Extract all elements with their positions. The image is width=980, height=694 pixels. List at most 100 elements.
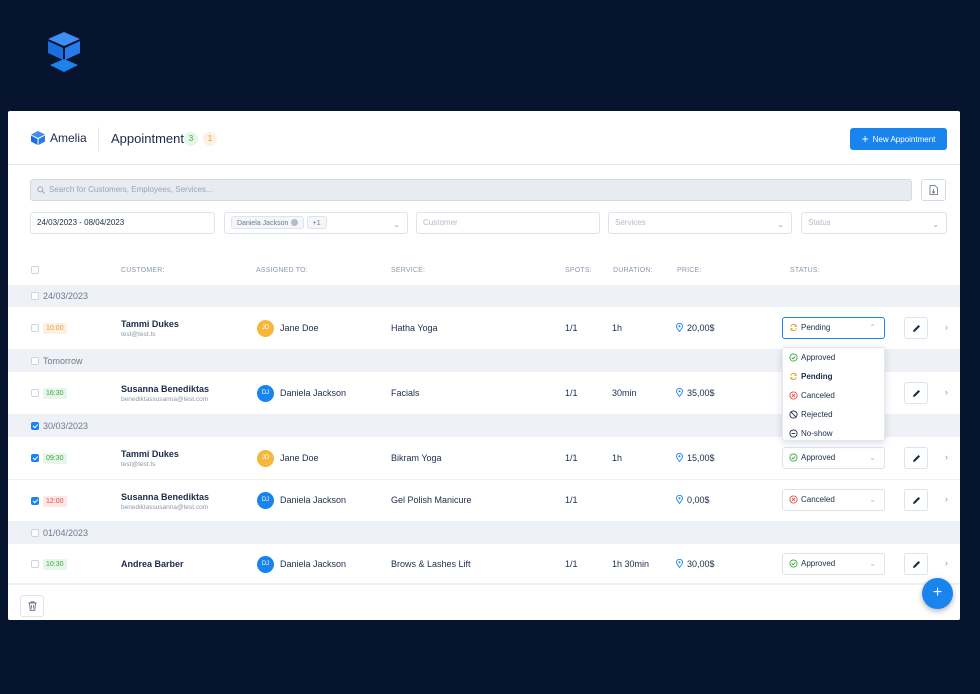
employee-chip[interactable]: Daniela Jackson	[231, 216, 305, 229]
services-filter[interactable]: Services ⌄	[608, 212, 792, 234]
group-label: 30/03/2023	[43, 421, 89, 431]
group-label: 01/04/2023	[43, 528, 89, 538]
spots-value: 1/1	[565, 453, 578, 463]
service-name: Brows & Lashes Lift	[391, 559, 471, 569]
status-filter[interactable]: Status ⌄	[801, 212, 947, 234]
chevron-right-icon[interactable]: ›	[945, 494, 948, 504]
services-placeholder: Services	[615, 218, 646, 227]
column-price: PRICE:	[677, 267, 702, 274]
x-circle-icon	[789, 391, 798, 400]
chevron-right-icon[interactable]: ›	[945, 452, 948, 462]
row-checkbox[interactable]	[31, 560, 39, 568]
edit-button[interactable]	[904, 553, 928, 575]
column-status: STATUS:	[790, 267, 820, 274]
status-label: Canceled	[801, 495, 835, 504]
status-option-approved[interactable]: Approved	[789, 353, 835, 362]
date-group-header: Tomorrow	[8, 350, 960, 372]
new-appointment-button[interactable]: + New Appointment	[850, 128, 947, 150]
price-text: 0,00$	[687, 495, 710, 505]
edit-button[interactable]	[904, 489, 928, 511]
column-assigned: ASSIGNED TO:	[256, 267, 308, 274]
spots-value: 1/1	[565, 323, 578, 333]
chevron-right-icon[interactable]: ›	[945, 558, 948, 568]
chevron-right-icon[interactable]: ›	[945, 387, 948, 397]
group-label: 24/03/2023	[43, 291, 89, 301]
time-badge: 16:30	[43, 388, 67, 399]
edit-button[interactable]	[904, 317, 928, 339]
duration-value: 1h 30min	[612, 559, 650, 569]
pending-icon	[789, 373, 798, 380]
table-row[interactable]: 12:00 Susanna Benediktas benediktassusan…	[8, 480, 960, 522]
spots-value: 1/1	[565, 388, 578, 398]
row-checkbox[interactable]	[31, 497, 39, 505]
status-select[interactable]: Approved ⌄	[782, 447, 885, 469]
page-title: Appointments	[111, 131, 191, 146]
search-icon	[37, 186, 45, 194]
delete-button[interactable]	[20, 595, 44, 617]
row-checkbox[interactable]	[31, 324, 39, 332]
status-placeholder: Status	[808, 218, 831, 227]
status-option-no-show[interactable]: No-show	[789, 429, 833, 438]
status-option-pending[interactable]: Pending	[789, 372, 833, 381]
status-select[interactable]: Canceled ⌄	[782, 489, 885, 511]
price-text: 15,00$	[687, 453, 715, 463]
pencil-icon	[912, 324, 920, 332]
date-group-header: 30/03/2023	[8, 415, 960, 437]
export-icon	[929, 185, 938, 195]
select-all-checkbox[interactable]	[31, 266, 39, 274]
avatar: JD	[257, 450, 274, 467]
group-label: Tomorrow	[43, 356, 83, 366]
date-group-header: 01/04/2023	[8, 522, 960, 544]
column-spots: SPOTS:	[565, 267, 592, 274]
new-appointment-label: New Appointment	[872, 134, 936, 144]
pencil-icon	[912, 389, 920, 397]
price-value: 30,00$	[676, 559, 715, 569]
export-button[interactable]	[921, 179, 946, 201]
employee-chip-label: Daniela Jackson	[237, 220, 289, 227]
status-option-canceled[interactable]: Canceled	[789, 391, 835, 400]
appointments-panel: Amelia Appointments 3 1 + New Appointmen…	[8, 111, 960, 620]
row-checkbox[interactable]	[31, 389, 39, 397]
table-row[interactable]: 09:30 Tammi Dukes test@test.ts JD Jane D…	[8, 437, 960, 480]
status-option-rejected[interactable]: Rejected	[789, 410, 833, 419]
customer-filter[interactable]: Customer	[416, 212, 600, 234]
check-circle-icon	[789, 453, 798, 462]
customer-placeholder: Customer	[423, 218, 458, 227]
check-circle-icon	[789, 353, 798, 362]
table-row[interactable]: 10:00 Tammi Dukes test@test.ts JD Jane D…	[8, 307, 960, 350]
row-checkbox[interactable]	[31, 454, 39, 462]
date-group-header: 24/03/2023	[8, 285, 960, 307]
customer-name: Andrea Barber	[121, 559, 184, 569]
approved-count-badge: 3	[184, 132, 198, 146]
employee-name: Jane Doe	[280, 453, 319, 463]
search-input[interactable]: Search for Customers, Employees, Service…	[30, 179, 912, 201]
spots-value: 1/1	[565, 559, 578, 569]
column-duration: DURATION:	[613, 267, 653, 274]
date-range-filter[interactable]: 24/03/2023 - 08/04/2023	[30, 212, 215, 234]
pencil-icon	[912, 560, 920, 568]
employee-name: Jane Doe	[280, 323, 319, 333]
remove-chip-icon[interactable]	[291, 219, 299, 226]
table-row[interactable]: 10:30 Andrea Barber DJ Daniela Jackson B…	[8, 544, 960, 584]
status-select[interactable]: Pending ⌃	[782, 317, 885, 339]
duration-value: 1h	[612, 323, 623, 333]
status-select[interactable]: Approved ⌄	[782, 553, 885, 575]
employee-filter[interactable]: Daniela Jackson +1 ⌄	[224, 212, 408, 234]
time-badge: 10:00	[43, 323, 67, 334]
employee-name: Daniela Jackson	[280, 388, 347, 398]
trash-icon	[28, 601, 36, 611]
chevron-down-icon: ⌄	[393, 220, 400, 229]
pending-count-badge: 1	[203, 132, 217, 146]
group-checkbox[interactable]	[31, 529, 39, 537]
group-checkbox[interactable]	[31, 357, 39, 365]
chevron-right-icon[interactable]: ›	[945, 322, 948, 332]
group-checkbox[interactable]	[31, 422, 39, 430]
status-label: Pending	[801, 323, 831, 332]
group-checkbox[interactable]	[31, 292, 39, 300]
duration-value: 1h	[612, 453, 623, 463]
status-label: Approved	[801, 559, 836, 568]
edit-button[interactable]	[904, 382, 928, 404]
edit-button[interactable]	[904, 447, 928, 469]
add-appointment-fab[interactable]: +	[922, 578, 953, 609]
footer-bar	[8, 584, 960, 620]
